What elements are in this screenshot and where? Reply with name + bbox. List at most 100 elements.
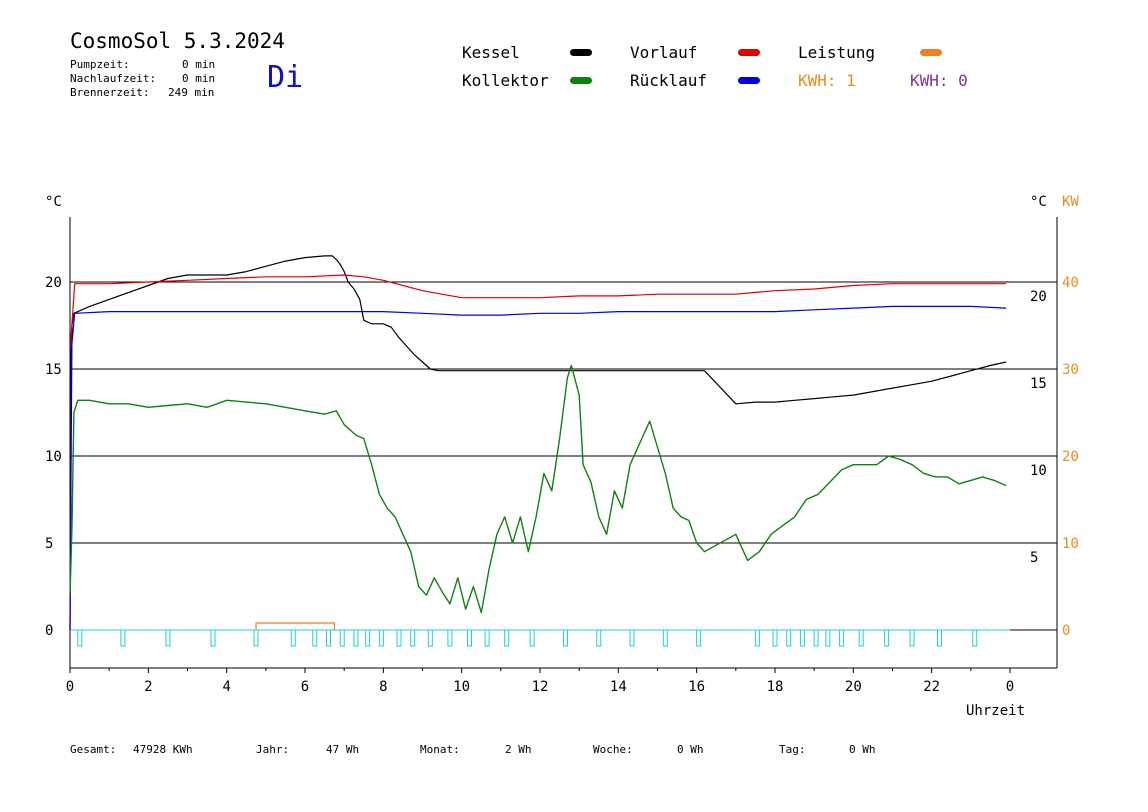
footer-gesamt-value: 47928 KWh	[133, 743, 193, 756]
brenner-pulse-34	[909, 629, 915, 647]
series-line-rücklauf	[69, 305, 1007, 631]
footer-monat-value: 2 Wh	[505, 743, 532, 756]
legend-ruecklauf-swatch	[738, 77, 760, 84]
y-left-unit: °C	[45, 194, 62, 210]
brenner-pulse-4	[253, 629, 259, 647]
brenner-pulse-16	[467, 629, 472, 647]
y-kw-tick-label-20: 20	[1062, 449, 1079, 465]
brenner-pulse-13	[410, 629, 416, 647]
brenner-pulse-29	[813, 629, 819, 647]
y-left-tick-label-15: 15	[45, 362, 62, 378]
y-kw-tick-label-0: 0	[1062, 623, 1070, 639]
stat-nachlaufzeit-value: 0 min	[182, 72, 216, 85]
y-left-tick-label-20: 20	[45, 275, 62, 291]
chart-marks	[69, 255, 1010, 647]
x-tick-label-3: 6	[301, 679, 309, 695]
brenner-pulse-23	[662, 629, 668, 647]
series-line-vorlauf	[69, 274, 1007, 631]
legend-kwh1-label: KWH: 1	[798, 71, 856, 90]
brenner-pulse-14	[427, 629, 433, 647]
y-kw-tick-label-10: 10	[1062, 536, 1079, 552]
footer-tag-value: 0 Wh	[849, 743, 876, 756]
brenner-pulse-24	[696, 629, 702, 647]
y-left-tick-label-0: 0	[45, 623, 53, 639]
x-tick-label-12: 0	[1006, 679, 1014, 695]
brenner-pulse-1	[120, 629, 126, 647]
footer-jahr-value: 47 Wh	[326, 743, 360, 756]
footer-tag-label: Tag:	[779, 743, 806, 756]
legend-kessel-label: Kessel	[462, 43, 520, 62]
x-tick-label-4: 8	[379, 679, 387, 695]
brenner-pulse-7	[326, 629, 331, 647]
weekday-label: Di	[267, 60, 304, 95]
legend-ruecklauf-label: Rücklauf	[630, 71, 708, 90]
series-line-kessel	[69, 255, 1007, 631]
x-tick-label-7: 14	[610, 679, 627, 695]
y-right-tick-label-15: 15	[1030, 376, 1047, 392]
legend-kwh2-label: KWH: 0	[910, 71, 968, 90]
stat-nachlaufzeit-label: Nachlaufzeit:	[70, 72, 157, 85]
x-tick-label-2: 4	[222, 679, 230, 695]
x-tick-label-0: 0	[66, 679, 74, 695]
brenner-pulse-27	[786, 629, 792, 647]
brenner-pulse-36	[972, 629, 978, 647]
brenner-pulse-35	[937, 629, 942, 647]
x-tick-label-1: 2	[144, 679, 152, 695]
brenner-pulse-28	[799, 629, 805, 647]
footer-jahr-label: Jahr:	[256, 743, 290, 756]
series-line-kollektor	[69, 364, 1007, 614]
legend-kollektor-label: Kollektor	[462, 71, 549, 90]
brenner-pulse-12	[396, 629, 402, 647]
brenner-pulse-3	[210, 629, 216, 647]
chart-grid	[70, 281, 1057, 631]
app-title: CosmoSol 5.3.2024	[70, 29, 285, 53]
brenner-pulse-6	[312, 629, 318, 647]
y-left-tick-label-10: 10	[45, 449, 62, 465]
stat-brennerzeit-label: Brennerzeit:	[70, 86, 150, 99]
footer-woche-label: Woche:	[593, 743, 633, 756]
y-left-tick-label-5: 5	[45, 536, 53, 552]
x-axis-label: Uhrzeit	[966, 703, 1025, 719]
footer-gesamt-label: Gesamt:	[70, 743, 117, 756]
y-right-tick-label-5: 5	[1030, 550, 1038, 566]
brenner-pulse-25	[754, 629, 760, 647]
legend-vorlauf-swatch	[738, 49, 760, 56]
brenner-pulse-20	[562, 629, 568, 647]
stat-brennerzeit-value: 249 min	[168, 86, 215, 99]
legend-vorlauf-label: Vorlauf	[630, 43, 698, 62]
footer-monat-label: Monat:	[420, 743, 460, 756]
y-right-tick-label-10: 10	[1030, 463, 1047, 479]
y-kw-tick-label-30: 30	[1062, 362, 1079, 378]
y-right-tick-label-20: 20	[1030, 289, 1047, 305]
leistung-block	[255, 622, 335, 630]
brenner-pulse-31	[839, 629, 845, 647]
brenner-pulse-0	[77, 629, 83, 647]
brenner-pulse-33	[884, 629, 890, 647]
brenner-pulse-22	[629, 629, 635, 647]
brenner-pulse-26	[772, 629, 778, 647]
legend-leistung-swatch	[920, 49, 942, 56]
legend-kollektor-swatch	[570, 77, 592, 84]
stat-pumpzeit-value: 0 min	[182, 58, 216, 71]
legend-kessel-swatch	[570, 49, 592, 56]
y-right-unit: °C	[1030, 194, 1047, 210]
x-tick-label-9: 18	[767, 679, 784, 695]
brenner-pulse-18	[504, 629, 510, 647]
chart-labels: 0 2 4 6 8 10 12 14 16 18 20 22 0 Uhrzeit 0 5 10 15 20 °C 5 10…	[45, 194, 1079, 719]
stat-pumpzeit-label: Pumpzeit:	[70, 58, 130, 71]
brenner-pulse-21	[596, 629, 602, 647]
x-tick-label-6: 12	[532, 679, 549, 695]
brenner-pulse-32	[858, 629, 864, 647]
x-tick-label-11: 22	[923, 679, 940, 695]
y-kw-tick-label-40: 40	[1062, 275, 1079, 291]
brenner-pulse-30	[825, 629, 831, 647]
brenner-pulse-15	[447, 629, 453, 647]
x-tick-label-10: 20	[845, 679, 862, 695]
brenner-pulse-17	[484, 629, 490, 647]
brenner-pulse-5	[290, 629, 296, 647]
brenner-pulse-11	[378, 629, 384, 647]
brenner-pulse-19	[529, 629, 535, 647]
brenner-pulse-2	[165, 629, 171, 647]
x-tick-label-5: 10	[453, 679, 470, 695]
